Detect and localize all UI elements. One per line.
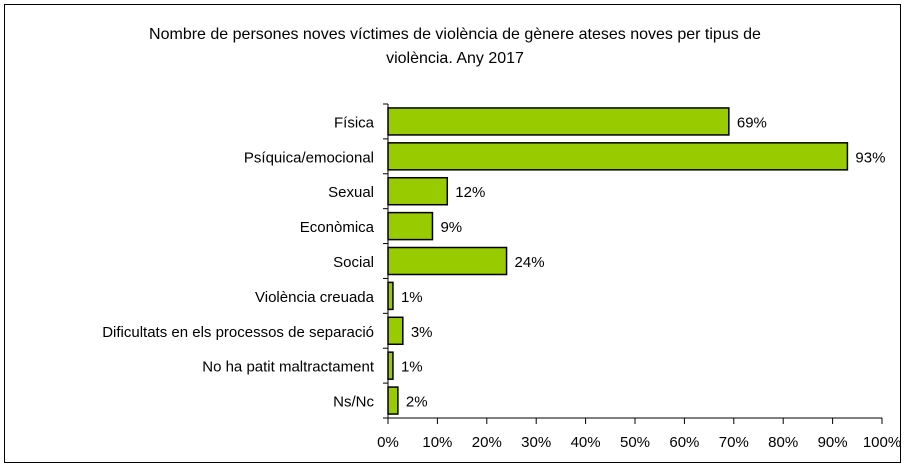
category-label-5: Violència creuada — [255, 289, 375, 306]
value-label-6: 3% — [411, 324, 433, 341]
value-label-1: 93% — [855, 149, 885, 166]
category-label-1: Psíquica/emocional — [244, 149, 374, 166]
bar-2 — [387, 176, 449, 206]
x-tick-label-5: 50% — [620, 434, 650, 451]
value-label-0: 69% — [737, 114, 767, 131]
bar-4 — [387, 246, 508, 276]
category-label-6: Dificultats en els processos de separaci… — [102, 324, 374, 341]
x-tick-label-2: 20% — [472, 434, 502, 451]
bar-3 — [387, 211, 434, 241]
chart-title-line-2: violència. Any 2017 — [386, 50, 524, 67]
value-label-4: 24% — [515, 254, 545, 271]
x-tick-label-7: 70% — [719, 434, 749, 451]
bar-7 — [387, 351, 394, 380]
x-tick-label-1: 10% — [422, 434, 452, 451]
chart-title-line-1: Nombre de persones noves víctimes de vio… — [149, 26, 761, 43]
bar-0 — [387, 107, 730, 136]
x-tick-label-8: 80% — [768, 434, 798, 451]
bar-6 — [387, 316, 404, 346]
value-label-3: 9% — [440, 219, 462, 236]
value-label-7: 1% — [401, 359, 423, 376]
x-tick-label-3: 30% — [521, 434, 551, 451]
category-label-7: No ha patit maltractament — [202, 359, 375, 376]
category-label-3: Econòmica — [300, 219, 375, 236]
category-label-4: Social — [333, 254, 374, 271]
x-tick-label-4: 40% — [571, 434, 601, 451]
category-label-2: Sexual — [328, 184, 374, 201]
value-label-5: 1% — [401, 289, 423, 306]
bar-5 — [387, 281, 394, 311]
chart-frame — [4, 4, 901, 463]
bar-8 — [387, 386, 399, 415]
x-tick-label-10: 100% — [863, 434, 901, 451]
category-label-8: Ns/Nc — [333, 394, 374, 411]
category-label-0: Física — [334, 114, 375, 131]
bar-1 — [387, 142, 849, 171]
value-label-2: 12% — [455, 184, 485, 201]
x-tick-label-6: 60% — [669, 434, 699, 451]
x-tick-label-0: 0% — [377, 434, 399, 451]
value-label-8: 2% — [406, 394, 428, 411]
x-tick-label-9: 90% — [818, 434, 848, 451]
